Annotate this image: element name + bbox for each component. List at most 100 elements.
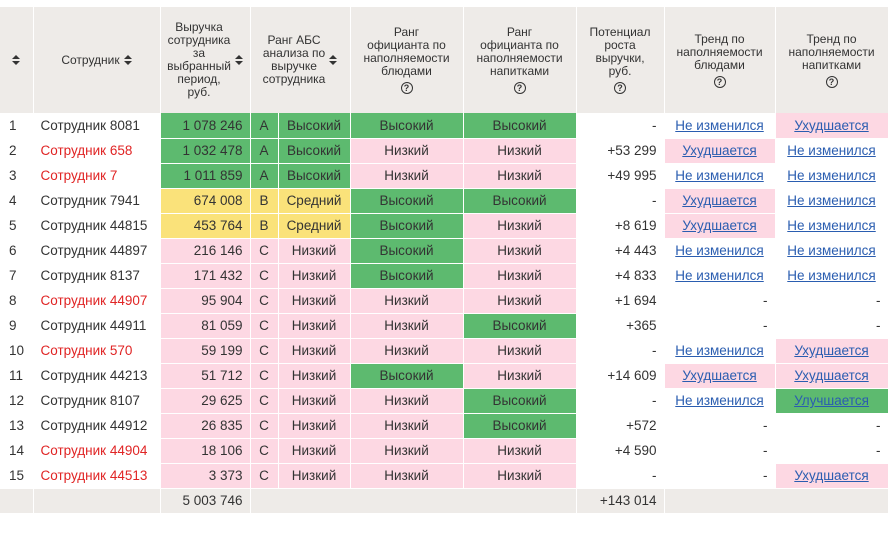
- dish-rank-header[interactable]: Ранг официанта по наполняемости блюдами?: [350, 7, 464, 113]
- dish-rank-header-label: Ранг официанта по наполняемости блюдами: [363, 26, 449, 78]
- drink-rank-cell: Высокий: [463, 188, 577, 214]
- employee-name[interactable]: Сотрудник 44907: [33, 288, 161, 314]
- trend-dish-cell[interactable]: Не изменился: [664, 238, 776, 264]
- sort-icon[interactable]: [12, 55, 21, 66]
- potential-cell: +8 619: [576, 213, 665, 239]
- trend-dish-cell-link[interactable]: Ухудшается: [682, 193, 757, 208]
- revenue-header[interactable]: Выручка сотрудника за выбранный период, руб.: [160, 7, 251, 113]
- trend-drink-cell-link[interactable]: Ухудшается: [794, 468, 869, 483]
- table-row: 9 Сотрудник 44911 81 059 C Низкий Низкий Высок…: [0, 313, 889, 339]
- trend-drink-cell-link[interactable]: Не изменился: [787, 193, 876, 208]
- employee-name[interactable]: Сотрудник 44904: [33, 438, 161, 464]
- trend-drink-cell-link[interactable]: Не изменился: [787, 218, 876, 233]
- employee-name[interactable]: Сотрудник 8081: [33, 113, 161, 139]
- employee-name[interactable]: Сотрудник 7: [33, 163, 161, 189]
- help-icon[interactable]: ?: [825, 75, 838, 88]
- trend-drink-cell-link[interactable]: Ухудшается: [794, 368, 869, 383]
- trend-drink-cell-link[interactable]: Ухудшается: [794, 117, 869, 133]
- trend-drink-cell-link[interactable]: Ухудшается: [794, 343, 869, 358]
- row-number: 14: [0, 438, 34, 464]
- sort-icon[interactable]: [123, 55, 132, 65]
- employee-name[interactable]: Сотрудник 44213: [33, 363, 161, 389]
- abc-level: Низкий: [278, 463, 351, 489]
- trend-dish-cell[interactable]: Не изменился: [664, 113, 776, 139]
- trend-dish-cell-link[interactable]: Не изменился: [675, 168, 764, 183]
- trend-dish-cell[interactable]: Ухудшается: [664, 213, 776, 239]
- trend-dish-cell[interactable]: Не изменился: [664, 388, 776, 414]
- trend-drink-cell[interactable]: Улучшается: [775, 388, 889, 414]
- trend-drink-cell-link[interactable]: Не изменился: [787, 268, 876, 283]
- trend-dish-cell-link[interactable]: Не изменился: [675, 117, 764, 133]
- row-number: 2: [0, 138, 34, 164]
- trend-dish-cell[interactable]: Не изменился: [664, 263, 776, 289]
- revenue-cell: 18 106: [160, 438, 251, 464]
- sort-icon[interactable]: [234, 55, 243, 65]
- trend-drink-cell[interactable]: Не изменился: [775, 163, 889, 189]
- trend-dish-cell[interactable]: Не изменился: [664, 338, 776, 364]
- potential-cell: -: [576, 338, 665, 364]
- trend-dish-cell-link[interactable]: Не изменился: [675, 268, 764, 283]
- potential-header[interactable]: Потенциал роста выручки, руб.?: [576, 7, 665, 113]
- trend-dish-cell[interactable]: Ухудшается: [664, 363, 776, 389]
- drink-rank-cell: Высокий: [463, 313, 577, 339]
- trend-drink-cell-link[interactable]: Улучшается: [794, 393, 869, 408]
- employee-name[interactable]: Сотрудник 658: [33, 138, 161, 164]
- trend-drink-cell[interactable]: Не изменился: [775, 263, 889, 289]
- trend-dish-cell[interactable]: Ухудшается: [664, 188, 776, 214]
- row-number: 4: [0, 188, 34, 214]
- employee-name[interactable]: Сотрудник 8137: [33, 263, 161, 289]
- trend-dish-cell[interactable]: Не изменился: [664, 163, 776, 189]
- trend-drink-cell[interactable]: Не изменился: [775, 238, 889, 264]
- trend-drink-cell[interactable]: Ухудшается: [775, 113, 889, 139]
- trend-dish-cell-link[interactable]: Не изменился: [675, 343, 764, 358]
- employee-name[interactable]: Сотрудник 44912: [33, 413, 161, 439]
- abc-letter: C: [250, 288, 279, 314]
- trend-dish-cell-link[interactable]: Ухудшается: [682, 368, 757, 383]
- trend-drink-cell: -: [775, 288, 889, 314]
- trend-drink-cell[interactable]: Не изменился: [775, 213, 889, 239]
- trend-dish-cell-link[interactable]: Не изменился: [675, 393, 764, 408]
- trend-drink-cell-link[interactable]: Не изменился: [787, 243, 876, 258]
- help-icon[interactable]: ?: [614, 82, 627, 94]
- trend-drink-cell[interactable]: Ухудшается: [775, 463, 889, 489]
- trend-dish-cell: -: [664, 313, 776, 339]
- help-icon[interactable]: ?: [400, 82, 413, 94]
- help-icon[interactable]: ?: [713, 75, 726, 88]
- header-line: Тренд по: [806, 31, 857, 46]
- employee-name[interactable]: Сотрудник 44897: [33, 238, 161, 264]
- employee-name[interactable]: Сотрудник 570: [33, 338, 161, 364]
- revenue-cell: 95 904: [160, 288, 251, 314]
- trend-dish-header-label: Тренд по наполняемости блюдами: [676, 32, 762, 72]
- trend-dish-cell-link[interactable]: Ухудшается: [682, 143, 757, 158]
- employee-header[interactable]: Сотрудник: [33, 7, 161, 113]
- dish-rank-cell: Низкий: [350, 163, 464, 189]
- revenue-cell: 1 078 246: [160, 113, 251, 139]
- header-line: Потенциал: [589, 25, 651, 39]
- trend-dish-header[interactable]: Тренд по наполняемости блюдами?: [664, 7, 776, 113]
- dish-rank-cell: Высокий: [350, 113, 464, 139]
- drink-rank-header[interactable]: Ранг официанта по наполняемости напитками?: [463, 7, 577, 113]
- trend-drink-cell[interactable]: Не изменился: [775, 188, 889, 214]
- trend-drink-cell-link[interactable]: Не изменился: [787, 143, 876, 158]
- employee-name[interactable]: Сотрудник 44911: [33, 313, 161, 339]
- table-row: 2 Сотрудник 658 1 032 478 A Высокий Низкий Низ…: [0, 138, 889, 164]
- trend-drink-cell[interactable]: Ухудшается: [775, 363, 889, 389]
- employee-name[interactable]: Сотрудник 44815: [33, 213, 161, 239]
- header-line: руб.: [608, 64, 632, 78]
- trend-drink-cell[interactable]: Не изменился: [775, 138, 889, 164]
- abc-level: Низкий: [278, 263, 351, 289]
- trend-dish-cell-link[interactable]: Ухудшается: [682, 218, 757, 233]
- abc-header[interactable]: Ранг АБС анализа по выручке сотрудника: [250, 7, 351, 113]
- employee-name[interactable]: Сотрудник 8107: [33, 388, 161, 414]
- sort-icon[interactable]: [329, 55, 338, 65]
- sort-index-header[interactable]: [0, 7, 34, 113]
- trend-drink-header[interactable]: Тренд по наполняемости напитками?: [775, 7, 889, 113]
- trend-drink-cell[interactable]: Ухудшается: [775, 338, 889, 364]
- trend-dish-cell[interactable]: Ухудшается: [664, 138, 776, 164]
- employee-name[interactable]: Сотрудник 44513: [33, 463, 161, 489]
- trend-drink-cell-link[interactable]: Не изменился: [787, 168, 876, 183]
- trend-drink-cell: -: [775, 413, 889, 439]
- employee-name[interactable]: Сотрудник 7941: [33, 188, 161, 214]
- help-icon[interactable]: ?: [513, 82, 526, 94]
- trend-dish-cell-link[interactable]: Не изменился: [675, 243, 764, 258]
